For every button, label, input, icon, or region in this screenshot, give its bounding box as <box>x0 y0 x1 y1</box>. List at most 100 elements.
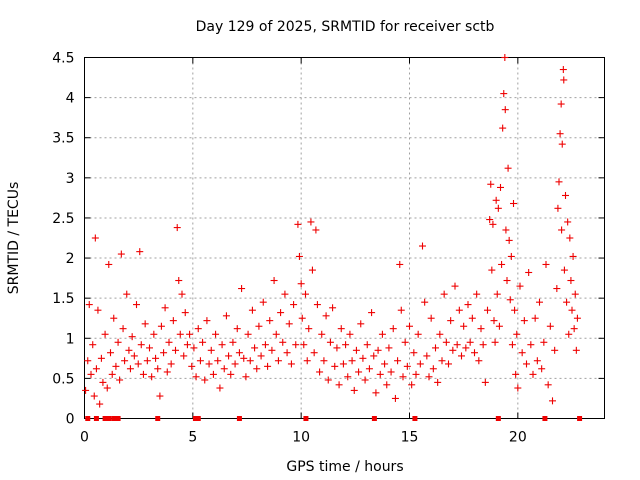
zero-data-point <box>111 416 117 421</box>
data-point <box>150 330 158 338</box>
data-point <box>502 226 510 234</box>
data-point <box>389 325 397 333</box>
data-point <box>266 317 274 325</box>
data-point <box>533 357 541 365</box>
data-point <box>569 252 577 260</box>
data-point <box>279 338 287 346</box>
data-point <box>261 341 269 349</box>
zero-data-point <box>412 416 418 421</box>
data-point <box>383 381 391 389</box>
data-point <box>494 204 502 212</box>
zero-data-point <box>195 416 201 421</box>
data-point <box>199 338 207 346</box>
data-point <box>453 341 461 349</box>
data-point <box>333 344 341 352</box>
data-point <box>312 226 320 234</box>
data-point <box>434 378 442 386</box>
data-point <box>322 312 330 320</box>
data-point <box>152 354 160 362</box>
data-point <box>495 322 503 330</box>
data-point <box>161 304 169 312</box>
data-point <box>242 373 250 381</box>
data-point <box>401 338 409 346</box>
data-point <box>466 338 474 346</box>
data-point <box>374 346 382 354</box>
data-point <box>222 312 230 320</box>
data-point <box>558 226 566 234</box>
data-point <box>423 352 431 360</box>
data-point <box>128 333 136 341</box>
data-point <box>381 360 389 368</box>
data-point <box>493 290 501 298</box>
data-point <box>504 164 512 172</box>
data-point <box>376 370 384 378</box>
x-axis-label: GPS time / hours <box>286 459 403 475</box>
data-point <box>225 352 233 360</box>
data-point <box>350 386 358 394</box>
data-point <box>348 357 356 365</box>
data-point <box>268 346 276 354</box>
y-tick-labels: 0 0.5 1 1.5 2 2.5 3 3.5 4 4.5 <box>52 51 74 428</box>
data-point <box>357 320 365 328</box>
data-point <box>419 242 426 250</box>
data-point <box>527 341 535 349</box>
data-point <box>513 330 521 338</box>
data-point <box>110 314 118 322</box>
data-point <box>529 370 537 378</box>
data-point <box>112 362 120 370</box>
data-point <box>270 277 278 285</box>
data-point <box>346 330 354 338</box>
data-point <box>565 330 573 338</box>
y-tick-label: 4 <box>66 91 75 107</box>
data-point <box>359 354 367 362</box>
data-point <box>501 106 509 114</box>
data-point <box>91 234 99 242</box>
zero-data-point <box>155 416 161 421</box>
data-point <box>510 200 517 208</box>
data-point <box>292 341 300 349</box>
x-tick-label: 0 <box>80 430 89 446</box>
data-point <box>368 309 376 317</box>
data-point <box>335 381 343 389</box>
data-point <box>378 330 386 338</box>
data-point <box>89 341 97 349</box>
data-point <box>103 384 111 392</box>
data-point <box>126 365 134 373</box>
data-point <box>233 325 241 333</box>
y-axis-label: SRMTID / TECUs <box>6 182 22 295</box>
data-point <box>192 373 200 381</box>
data-point <box>451 282 459 290</box>
data-point <box>154 365 162 373</box>
grid <box>84 57 605 419</box>
data-point <box>308 266 316 274</box>
data-point <box>557 100 565 108</box>
data-point <box>114 338 122 346</box>
data-point <box>546 322 554 330</box>
data-point <box>285 320 293 328</box>
data-point <box>203 317 211 325</box>
data-point <box>283 349 291 357</box>
zero-data-point <box>106 416 112 421</box>
data-point <box>178 290 186 298</box>
data-point <box>397 306 405 314</box>
x-tick-label: 15 <box>401 430 419 446</box>
data-point <box>449 346 457 354</box>
data-point <box>479 341 487 349</box>
data-point <box>146 344 153 352</box>
data-point <box>506 296 514 304</box>
data-point <box>445 360 452 368</box>
data-points <box>82 54 583 421</box>
x-tick-labels: 0 5 10 15 20 <box>80 430 527 446</box>
data-point <box>339 360 347 368</box>
data-point <box>481 378 489 386</box>
data-point <box>157 322 165 330</box>
y-tick-label: 1.5 <box>52 291 74 307</box>
data-point <box>523 360 530 368</box>
x-tick-label: 20 <box>509 430 527 446</box>
data-point <box>511 306 519 314</box>
data-point <box>165 338 173 346</box>
data-point <box>180 352 188 360</box>
data-point <box>163 368 171 376</box>
data-point <box>531 314 539 322</box>
